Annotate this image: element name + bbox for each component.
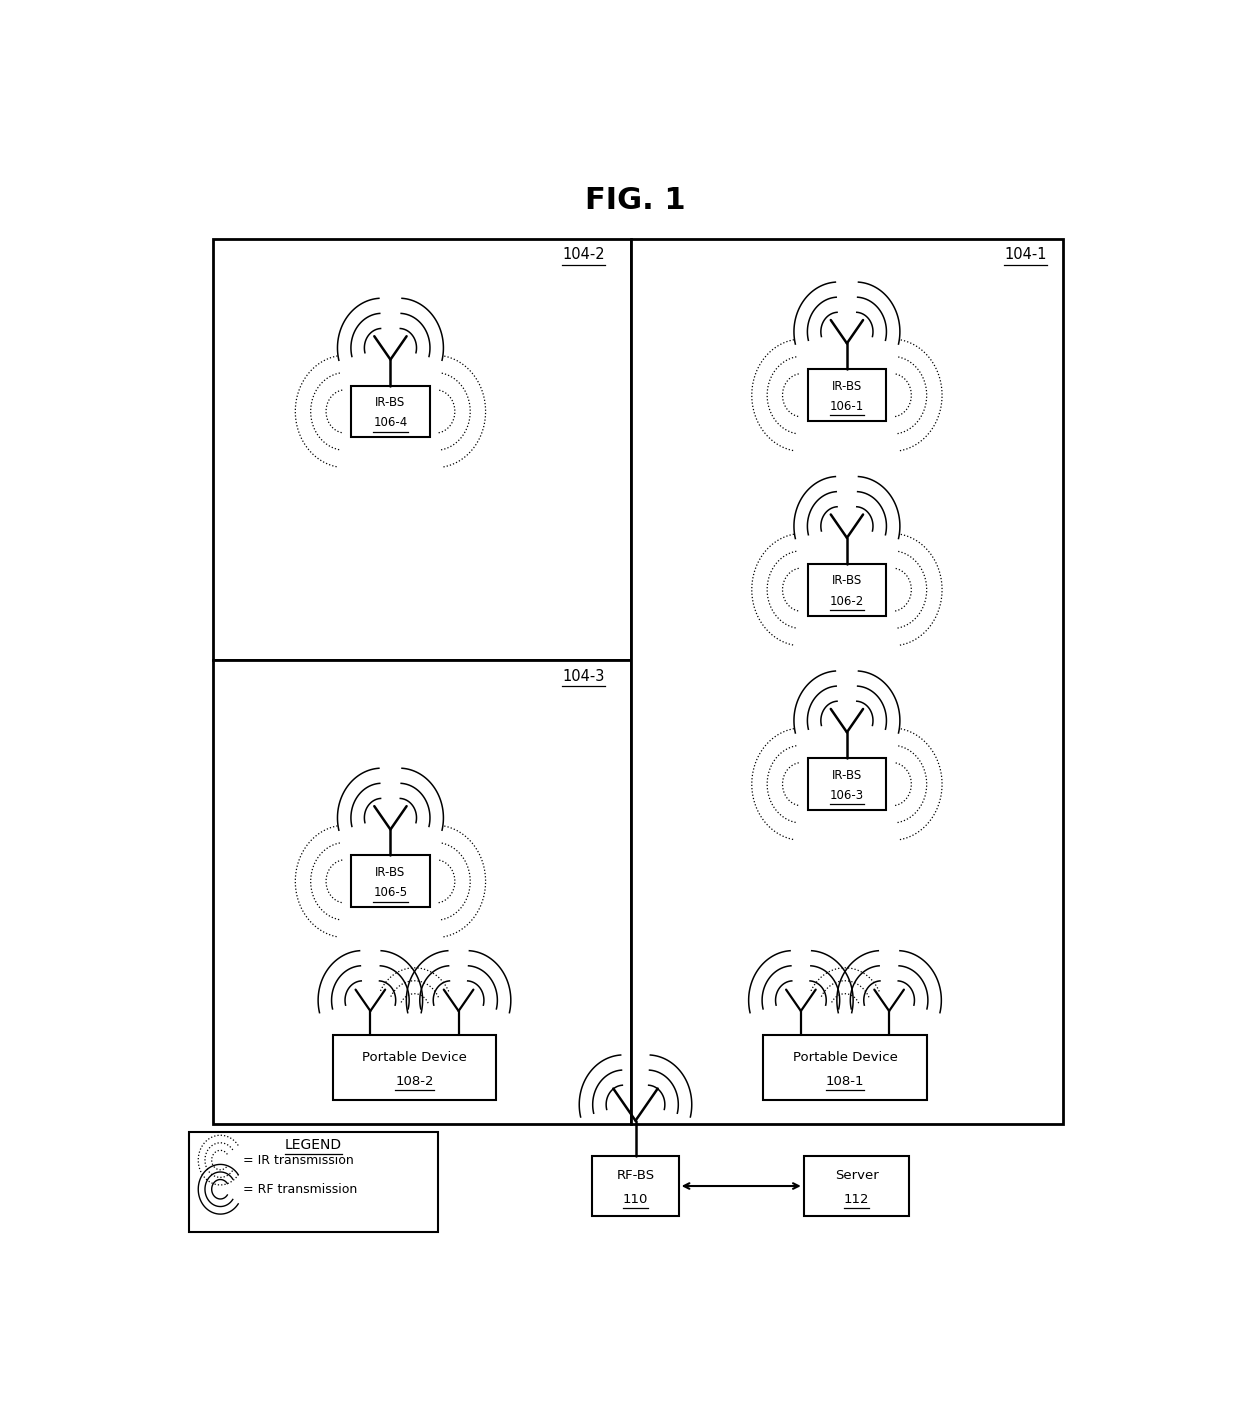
Bar: [631, 239, 1063, 1124]
Text: 106-2: 106-2: [830, 595, 864, 607]
Text: Server: Server: [835, 1170, 878, 1183]
Text: 104-3: 104-3: [563, 669, 605, 683]
Text: 108-1: 108-1: [826, 1075, 864, 1087]
Text: 106-5: 106-5: [373, 887, 408, 899]
Bar: [807, 758, 887, 810]
Bar: [332, 1035, 496, 1100]
Text: RF-BS: RF-BS: [616, 1170, 655, 1183]
Text: 106-4: 106-4: [373, 417, 408, 429]
Bar: [807, 564, 887, 616]
Text: 106-3: 106-3: [830, 788, 864, 803]
Text: = IR transmission: = IR transmission: [243, 1153, 355, 1166]
Bar: [351, 386, 430, 438]
Text: FIG. 1: FIG. 1: [585, 187, 686, 215]
Text: 104-1: 104-1: [1004, 247, 1047, 262]
Bar: [593, 1156, 678, 1216]
Bar: [188, 1132, 439, 1232]
Text: LEGEND: LEGEND: [285, 1138, 342, 1152]
Text: 106-1: 106-1: [830, 400, 864, 412]
Bar: [213, 239, 631, 659]
Text: IR-BS: IR-BS: [376, 866, 405, 880]
Bar: [807, 369, 887, 421]
Text: IR-BS: IR-BS: [832, 574, 862, 588]
Text: 104-2: 104-2: [562, 247, 605, 262]
Text: Portable Device: Portable Device: [792, 1051, 898, 1063]
Bar: [351, 856, 430, 908]
Bar: [213, 659, 631, 1124]
Bar: [764, 1035, 926, 1100]
Text: 112: 112: [843, 1193, 869, 1205]
Text: 110: 110: [622, 1193, 649, 1205]
Bar: [804, 1156, 909, 1216]
Text: IR-BS: IR-BS: [832, 380, 862, 393]
Text: Portable Device: Portable Device: [362, 1051, 467, 1063]
Text: IR-BS: IR-BS: [376, 396, 405, 410]
Text: IR-BS: IR-BS: [832, 769, 862, 781]
Text: = RF transmission: = RF transmission: [243, 1183, 357, 1195]
Text: 108-2: 108-2: [396, 1075, 434, 1087]
